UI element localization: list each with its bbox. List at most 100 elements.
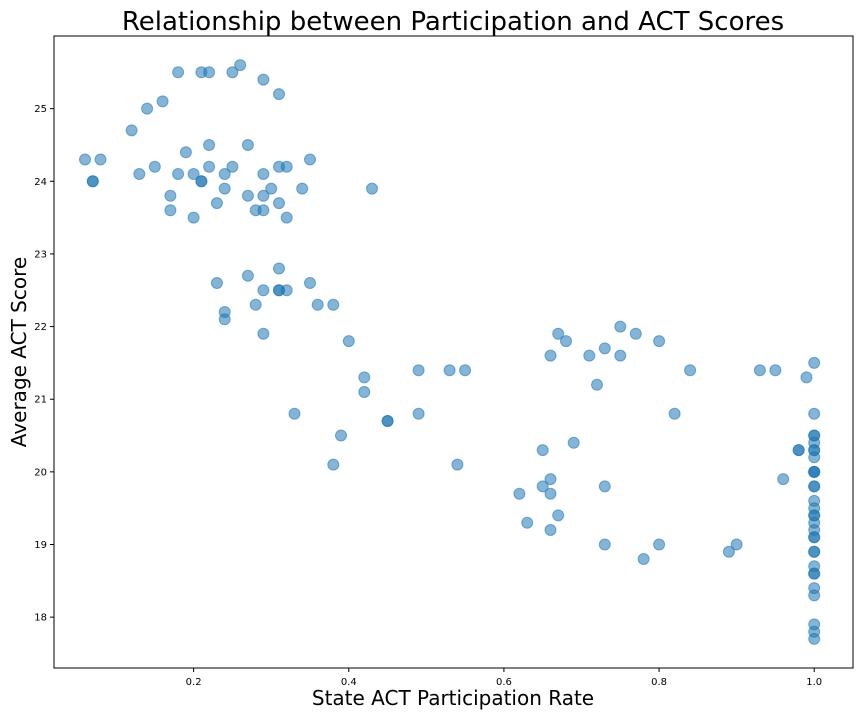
scatter-point [164,204,177,217]
scatter-point [280,211,293,224]
scatter-point [172,168,185,180]
scatter-point [777,473,790,486]
scatter-point [241,269,254,282]
scatter-point [218,182,231,195]
scatter-point [148,160,161,173]
scatter-point [451,458,464,471]
scatter-point [304,277,316,289]
scatter-point [187,211,200,224]
scatter-point [203,160,216,173]
scatter-point [583,349,596,362]
plot-area-frame [53,35,854,669]
scatter-point [808,545,821,558]
scatter-point [265,182,278,195]
scatter-point [567,436,580,449]
scatter-point [257,284,270,297]
y-tick-label: 25 [34,104,47,115]
scatter-point [358,371,371,384]
scatter-point [653,335,666,348]
y-tick-label: 20 [34,467,47,478]
scatter-point [288,407,301,420]
scatter-point [226,160,239,173]
x-tick-label: 0.4 [341,677,357,688]
scatter-point [443,364,456,377]
scatter-point [218,168,231,180]
scatter-point [327,458,340,471]
scatter-point [218,313,231,326]
scatter-point [210,277,223,289]
y-axis-label: Average ACT Score [7,257,31,447]
scatter-point [156,95,169,108]
scatter-point [327,298,340,311]
scatter-point [203,66,216,79]
scatter-point [342,335,355,348]
scatter-point [591,378,603,391]
scatter-point [614,320,627,333]
scatter-point [614,349,627,362]
scatter-point [808,451,821,464]
scatter-point [273,262,285,275]
scatter-point [141,102,154,115]
scatter-point [273,197,285,210]
scatter-point [544,487,557,500]
scatter-point [544,349,557,362]
y-tick-label: 22 [34,322,47,333]
data-points [79,59,821,645]
scatter-point [257,327,270,340]
scatter-point [381,415,394,427]
scatter-point [753,364,766,377]
scatter-point [808,356,821,369]
scatter-point [513,487,526,500]
scatter-point [179,146,192,159]
scatter-point [521,516,534,529]
scatter-point [808,407,821,420]
scatter-point [808,589,821,602]
x-tick-label: 0.2 [186,677,202,688]
scatter-point [125,124,138,137]
scatter-point [412,407,425,420]
scatter-point [273,88,285,101]
x-tick-label: 1.0 [806,677,822,688]
x-axis-ticks: 0.2 0.4 0.6 0.8 1.0 [186,668,822,688]
scatter-point [722,545,735,558]
scatter-point [544,524,557,536]
scatter-point [172,66,185,79]
scatter-point [358,386,371,398]
scatter-point [459,364,472,377]
x-tick-label: 0.8 [651,677,667,688]
scatter-point [629,327,642,340]
scatter-point [808,465,821,478]
scatter-point [226,66,239,79]
scatter-point [412,364,425,377]
scatter-point [280,284,293,297]
scatter-point [257,189,270,202]
scatter-point [86,175,99,188]
scatter-point [769,364,782,377]
scatter-point [653,538,666,551]
scatter-point [808,531,821,544]
y-tick-label: 19 [34,540,47,551]
scatter-point [552,327,565,340]
scatter-point [311,298,324,311]
y-tick-label: 21 [34,395,47,406]
scatter-point [203,139,216,151]
scatter-point [598,342,611,355]
scatter-point [210,197,223,210]
y-tick-label: 24 [34,177,47,188]
scatter-point [304,153,316,166]
scatter-point [133,168,146,180]
scatter-point [560,335,572,348]
scatter-point [536,480,549,493]
scatter-point [800,371,813,384]
scatter-point [637,553,650,565]
scatter-point [234,59,247,72]
scatter-point [164,189,177,202]
scatter-point [187,168,200,180]
scatter-point [296,182,309,195]
scatter-point [366,182,378,195]
scatter-point [241,189,254,202]
chart-title: Relationship between Participation and A… [122,7,784,37]
scatter-point [257,204,270,217]
x-tick-label: 0.6 [496,677,512,688]
